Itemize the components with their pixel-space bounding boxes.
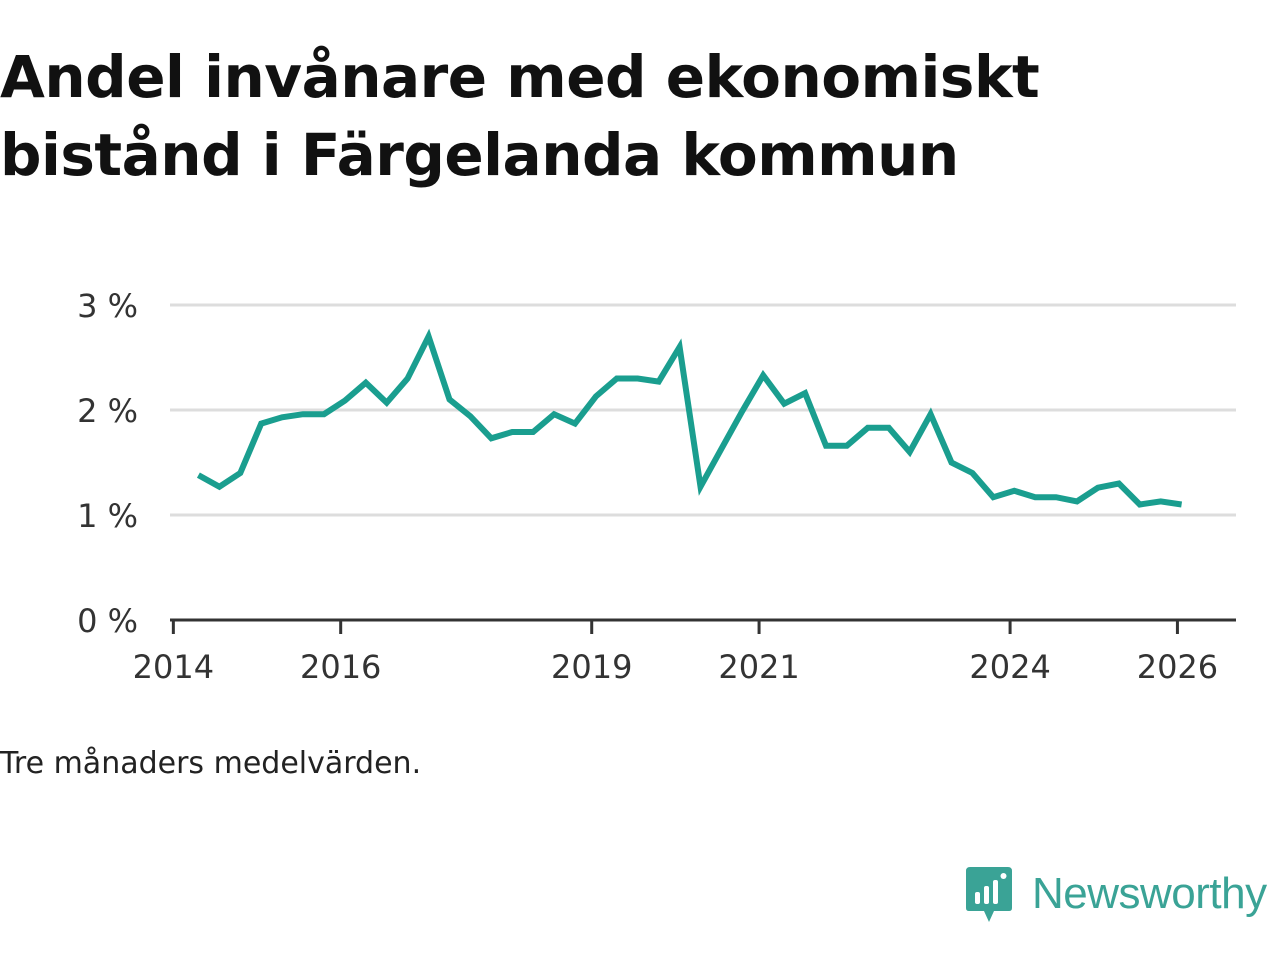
- chart-note: Tre månaders medelvärden.: [0, 746, 422, 781]
- brand-name: Newsworthy: [1032, 869, 1267, 918]
- newsworthy-logo-icon: [966, 867, 1012, 922]
- x-tick-label: 2026: [1137, 648, 1218, 686]
- gridlines: [170, 303, 1236, 517]
- chart-title: Andel invånare med ekonomiskt bistånd i …: [0, 43, 1040, 189]
- y-axis-tick-labels: 0 % 1 % 2 % 3 %: [77, 287, 138, 640]
- line-chart: 0 % 1 % 2 % 3 % 2014 2016 2019 2021 2024 2026: [77, 287, 1236, 686]
- x-axis: 2014 2016 2019 2021 2024 2026: [133, 618, 1236, 686]
- brand-logo[interactable]: Newsworthy: [964, 864, 1267, 924]
- series-line: [196, 328, 1183, 508]
- x-tick-label: 2024: [969, 648, 1050, 686]
- x-tick-label: 2019: [551, 648, 632, 686]
- y-tick-label: 0 %: [77, 602, 138, 640]
- x-tick-label: 2016: [300, 648, 381, 686]
- x-tick-label: 2014: [133, 648, 214, 686]
- x-tick-label: 2021: [718, 648, 799, 686]
- y-tick-label: 1 %: [77, 497, 138, 535]
- y-tick-label: 3 %: [77, 287, 138, 325]
- y-tick-label: 2 %: [77, 392, 138, 430]
- series-lines: [196, 328, 1183, 508]
